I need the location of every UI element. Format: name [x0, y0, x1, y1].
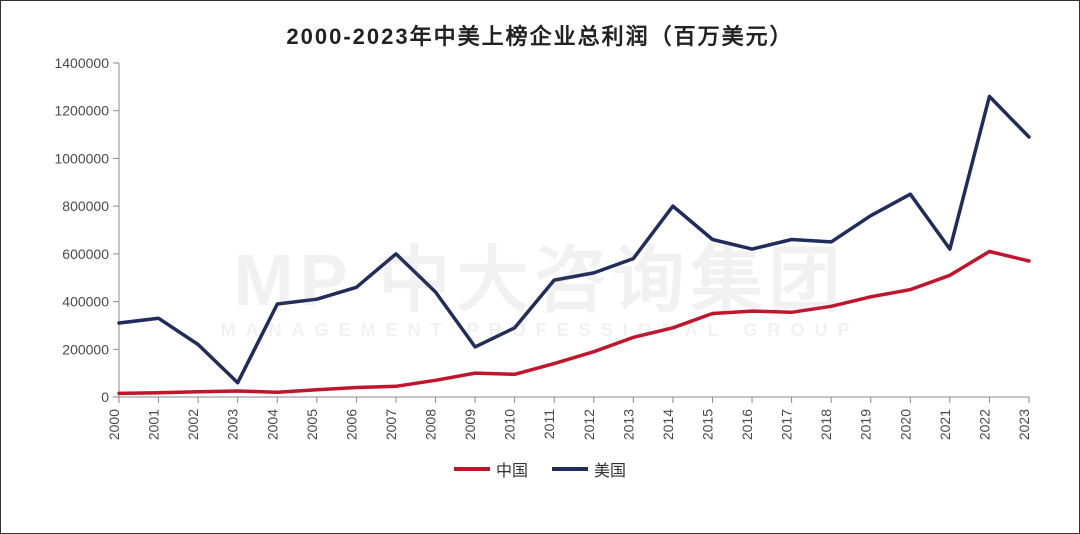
x-tick-label: 2015	[699, 409, 715, 440]
legend: 中国 美国	[29, 457, 1051, 481]
x-tick-label: 2007	[383, 409, 399, 440]
y-tick-label: 1000000	[54, 150, 109, 166]
chart-frame: 2000-2023年中美上榜企业总利润（百万美元） MP 中大咨询集团 MANA…	[0, 0, 1080, 534]
x-tick-label: 2010	[502, 409, 518, 440]
x-tick-label: 2022	[976, 409, 992, 440]
y-tick-label: 600000	[62, 246, 109, 262]
chart-area: MP 中大咨询集团 MANAGEMENT PROFESSIONAL GROUP …	[29, 51, 1051, 451]
legend-swatch	[454, 467, 490, 471]
series-line	[119, 96, 1029, 382]
chart-title: 2000-2023年中美上榜企业总利润（百万美元）	[29, 19, 1051, 51]
x-tick-label: 2002	[185, 409, 201, 440]
series-line	[119, 252, 1029, 394]
x-tick-label: 2019	[858, 409, 874, 440]
y-tick-label: 200000	[62, 341, 109, 357]
x-tick-label: 2014	[660, 409, 676, 440]
x-tick-label: 2012	[581, 409, 597, 440]
x-tick-label: 2020	[897, 409, 913, 440]
x-tick-label: 2016	[739, 409, 755, 440]
y-tick-label: 0	[101, 389, 109, 405]
legend-swatch	[552, 467, 588, 471]
y-axis: 0 200000 400000 600000 800000 1000000 1200000 1…	[54, 55, 119, 405]
y-tick-label: 400000	[62, 294, 109, 310]
x-tick-label: 2011	[541, 409, 557, 439]
x-tick-label: 2021	[937, 409, 953, 440]
y-tick-label: 1400000	[54, 55, 109, 71]
legend-item: 中国	[454, 457, 528, 481]
line-chart-svg: 0 200000 400000 600000 800000 1000000 1200000 1…	[29, 51, 1049, 451]
y-tick-label: 1200000	[54, 103, 109, 119]
x-tick-label: 2005	[304, 409, 320, 440]
x-axis: 2000 2001 2002 2003 2004 2005 2006 2007 2008 2009…	[106, 397, 1032, 440]
x-tick-label: 2017	[779, 409, 795, 440]
x-tick-label: 2003	[225, 409, 241, 440]
legend-item: 美国	[552, 457, 626, 481]
x-tick-label: 2001	[146, 409, 162, 440]
x-tick-label: 2018	[818, 409, 834, 440]
x-tick-label: 2006	[343, 409, 359, 440]
x-tick-label: 2023	[1016, 409, 1032, 440]
x-tick-label: 2009	[462, 409, 478, 440]
x-tick-label: 2013	[620, 409, 636, 440]
x-tick-label: 2004	[264, 409, 280, 440]
legend-label: 美国	[594, 457, 626, 481]
legend-label: 中国	[496, 457, 528, 481]
x-tick-label: 2000	[106, 409, 122, 440]
x-tick-label: 2008	[423, 409, 439, 440]
y-tick-label: 800000	[62, 198, 109, 214]
